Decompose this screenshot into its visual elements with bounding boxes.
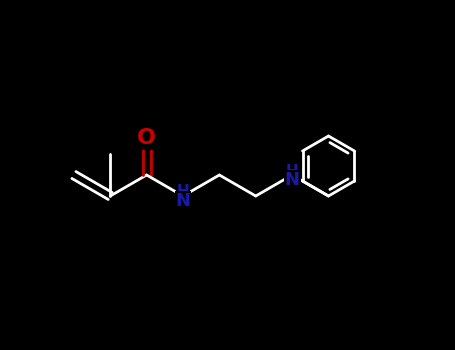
Text: N: N xyxy=(285,171,300,189)
Text: O: O xyxy=(137,128,156,148)
Text: H: H xyxy=(177,184,189,200)
Text: N: N xyxy=(176,192,191,210)
Text: H: H xyxy=(286,163,298,178)
